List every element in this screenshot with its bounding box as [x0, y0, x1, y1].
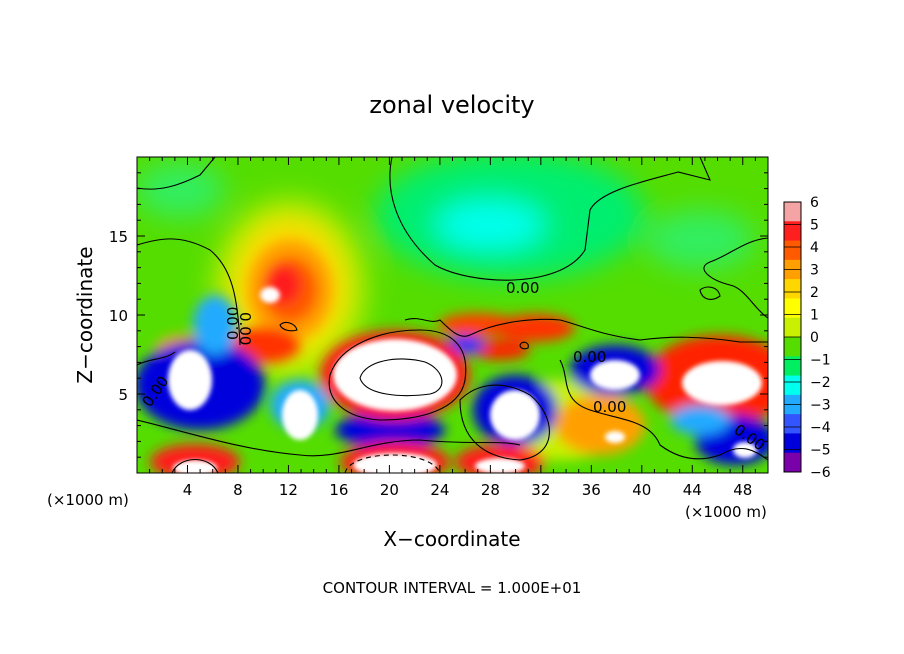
x-tick-label: 16: [329, 481, 348, 499]
colorbar-tick-label: 0: [810, 330, 819, 346]
contour-label-lower-right: 0.00: [593, 398, 626, 416]
colorbar-tick-label: 4: [810, 240, 819, 256]
colorbar-swatch: [784, 452, 801, 473]
colorbar-swatch: [784, 433, 801, 454]
contour-label-upper: 0.00: [506, 279, 539, 297]
x-axis-unit-right: (×1000 m): [685, 503, 767, 521]
contour-label-mid-right: 0.00: [573, 348, 606, 366]
x-tick-label: 36: [582, 481, 601, 499]
colorbar-tick-label: 2: [810, 285, 819, 301]
y-axis-label: Z−coordinate: [73, 246, 97, 383]
x-tick-label: 20: [380, 481, 399, 499]
x-tick-label: 48: [733, 481, 752, 499]
colorbar-swatch: [784, 279, 801, 299]
contour-label-vertical: 0.00: [236, 312, 254, 345]
y-tick-label: 15: [109, 228, 128, 246]
colorbar-swatch: [784, 298, 801, 319]
x-tick-label: 12: [279, 481, 298, 499]
x-axis-label: X−coordinate: [383, 527, 520, 551]
colorbar-tick-label: −1: [810, 353, 831, 369]
colorbar-swatch: [784, 202, 801, 222]
contour-lines: [137, 157, 768, 473]
x-tick-label: 8: [233, 481, 243, 499]
velocity-field: 0.00 0.00 0.00 0.00 0.00 0.00 0.00: [137, 157, 768, 473]
x-axis: 4 8 12 16 20 24 28 32 36 40 44 48: [149, 157, 756, 499]
colorbar-tick-label: −5: [810, 443, 831, 459]
x-axis-unit-left: (×1000 m): [47, 491, 129, 509]
colorbar-tick-label: 6: [810, 195, 819, 211]
colorbar-swatch: [784, 240, 801, 261]
contour-label-vertical-2: 0.00: [224, 307, 242, 340]
y-axis: 5 10 15: [109, 172, 768, 458]
chart-title: zonal velocity: [369, 91, 534, 119]
x-tick-label: 44: [683, 481, 702, 499]
colorbar-tick-label: 5: [810, 218, 819, 234]
colorbar-swatch: [784, 375, 801, 396]
colorbar-tick-label: 3: [810, 263, 819, 279]
x-tick-label: 4: [183, 481, 193, 499]
x-tick-label: 28: [481, 481, 500, 499]
x-tick-label: 32: [531, 481, 550, 499]
x-tick-label: 24: [430, 481, 449, 499]
colorbar-swatch: [784, 317, 801, 338]
colorbar: 6 5 4 3 2 1 0 −1 −2 −3 −4 −5 −6: [783, 195, 831, 481]
colorbar-swatch: [784, 414, 801, 434]
colorbar-tick-label: 1: [810, 308, 819, 324]
x-tick-label: 40: [632, 481, 651, 499]
y-tick-label: 10: [109, 307, 128, 325]
colorbar-swatch: [784, 356, 801, 377]
colorbar-swatch: [784, 221, 801, 242]
contour-interval-footer: CONTOUR INTERVAL = 1.000E+01: [323, 579, 582, 597]
colorbar-tick-label: −6: [810, 465, 831, 481]
colorbar-tick-label: −3: [810, 398, 831, 414]
colorbar-tick-label: −4: [810, 420, 831, 436]
colorbar-swatch: [784, 337, 801, 357]
y-tick-label: 5: [118, 386, 128, 404]
colorbar-tick-label: −2: [810, 375, 831, 391]
